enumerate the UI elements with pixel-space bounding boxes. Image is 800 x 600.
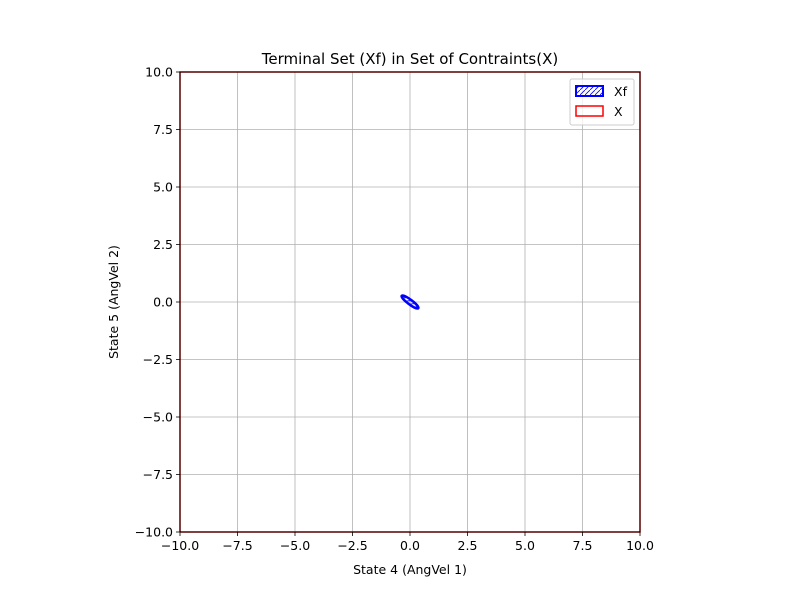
x-tick-label: 7.5 <box>573 538 593 553</box>
x-tick-label: 0.0 <box>400 538 420 553</box>
terminal-set-xf <box>400 294 420 310</box>
legend-label-x: X <box>614 104 623 119</box>
y-tick-label: 10.0 <box>145 65 173 80</box>
x-tick-label: −10.0 <box>161 538 199 553</box>
y-tick-label: −10.0 <box>135 525 173 540</box>
x-tick-label: 2.5 <box>458 538 478 553</box>
y-axis-label: State 5 (AngVel 2) <box>106 245 121 359</box>
y-tick-label: 7.5 <box>153 122 173 137</box>
x-tick-label: 10.0 <box>626 538 654 553</box>
x-tick-label: −7.5 <box>222 538 252 553</box>
y-tick-label: 2.5 <box>153 237 173 252</box>
legend-swatch-x <box>575 105 604 117</box>
x-axis-label: State 4 (AngVel 1) <box>353 562 467 577</box>
ticks: −10.0 −7.5 −5.0 −2.5 0.0 2.5 5.0 7.5 10.0 −10.0 −7… <box>135 65 654 554</box>
y-tick-label: 5.0 <box>153 180 173 195</box>
y-tick-label: −5.0 <box>143 410 173 425</box>
x-tick-label: −5.0 <box>280 538 310 553</box>
y-tick-label: −7.5 <box>143 467 173 482</box>
legend-label-xf: Xf <box>614 84 628 99</box>
y-tick-label: −2.5 <box>143 352 173 367</box>
chart-title: Terminal Set (Xf) in Set of Contraints(X… <box>261 50 558 68</box>
legend-swatch-xf <box>575 85 604 97</box>
x-tick-label: −2.5 <box>337 538 367 553</box>
y-tick-label: 0.0 <box>153 295 173 310</box>
legend: Xf X <box>569 78 635 126</box>
x-tick-label: 5.0 <box>515 538 535 553</box>
